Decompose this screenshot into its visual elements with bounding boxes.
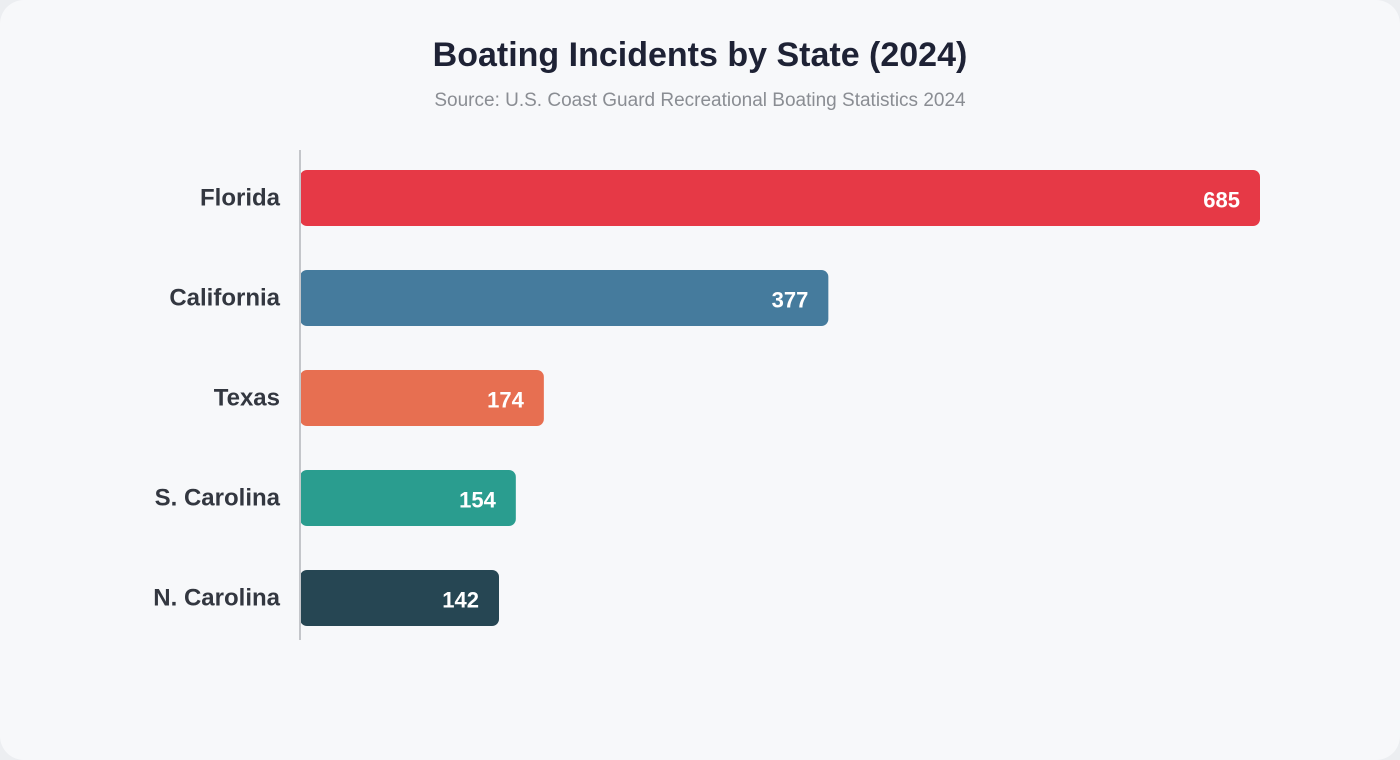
value-label: 685 bbox=[1203, 188, 1240, 213]
chart-subtitle: Source: U.S. Coast Guard Recreational Bo… bbox=[434, 90, 966, 111]
value-label: 154 bbox=[459, 488, 496, 513]
category-label: Florida bbox=[200, 185, 281, 212]
category-label: S. Carolina bbox=[155, 485, 281, 512]
category-label: N. Carolina bbox=[153, 585, 280, 612]
bar-texas bbox=[300, 370, 544, 426]
category-label: California bbox=[169, 285, 280, 312]
value-label: 377 bbox=[772, 288, 809, 313]
value-label: 142 bbox=[442, 588, 479, 613]
bar-s-carolina bbox=[300, 470, 516, 526]
chart-title: Boating Incidents by State (2024) bbox=[432, 36, 968, 74]
category-label: Texas bbox=[214, 385, 280, 412]
value-label: 174 bbox=[487, 388, 524, 413]
bar-n-carolina bbox=[300, 570, 500, 626]
bar-florida bbox=[300, 170, 1260, 226]
bar-california bbox=[300, 270, 829, 326]
